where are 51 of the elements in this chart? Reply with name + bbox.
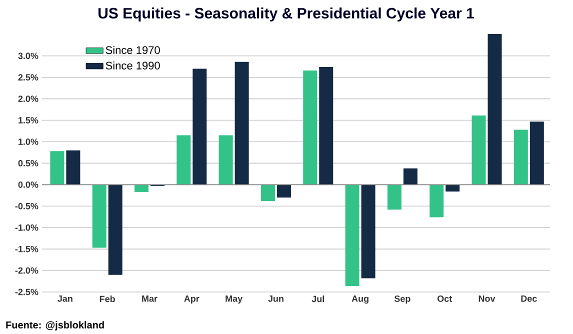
bar: [514, 130, 528, 185]
bar: [361, 184, 376, 278]
bar: [530, 122, 544, 185]
bar: [108, 184, 122, 275]
bar: [303, 70, 318, 185]
y-tick-label: -1.5%: [15, 246, 38, 252]
bar: [192, 68, 207, 185]
bar: [446, 184, 460, 192]
y-tick-label: 0.5%: [18, 160, 38, 166]
y-tick-label: 2.0%: [18, 96, 38, 102]
bar: [403, 168, 418, 185]
y-tick-label: 1.0%: [18, 138, 38, 145]
bar: [345, 184, 360, 286]
y-tick-label: -0.5%: [15, 202, 38, 210]
x-tick-label: May: [226, 296, 243, 304]
bar: [387, 184, 402, 210]
bar: [430, 184, 444, 218]
bar: [488, 34, 502, 185]
legend-label: Since 1970: [106, 46, 160, 54]
y-tick-label: 0.0%: [18, 181, 38, 188]
x-tick-label: Jan: [58, 296, 72, 302]
bar: [92, 184, 106, 248]
x-tick-label: Aug: [352, 296, 368, 304]
y-tick-label: -2.0%: [15, 267, 38, 274]
x-tick-label: Dec: [521, 296, 537, 302]
bar: [66, 150, 80, 185]
bar: [218, 135, 233, 185]
legend-label: Since 1990: [106, 61, 160, 70]
x-tick-label: Jun: [268, 296, 284, 302]
source-note: Fuente: @jsblokland: [6, 321, 104, 330]
bar: [260, 184, 275, 201]
chart-title: US Equities - Seasonality & Presidential Cycle Year 1: [98, 8, 474, 22]
x-tick-label: Apr: [184, 296, 200, 304]
x-tick-label: Oct: [437, 296, 452, 302]
x-tick-label: Sep: [394, 296, 410, 304]
y-tick-label: -1.0%: [15, 224, 38, 231]
x-tick-label: Jul: [312, 296, 324, 302]
x-tick-label: Mar: [142, 296, 158, 302]
y-tick-label: 2.5%: [18, 74, 38, 81]
y-tick-label: 1.5%: [18, 117, 38, 124]
x-tick-label: Nov: [478, 296, 496, 302]
bar: [319, 67, 334, 185]
y-tick-label: 3.0%: [18, 52, 38, 60]
bar: [276, 184, 291, 198]
bar: [472, 116, 486, 185]
bar: [176, 135, 191, 185]
bar: [134, 184, 149, 192]
bar: [234, 62, 249, 185]
y-tick-label: -2.5%: [15, 288, 38, 296]
bar: [50, 151, 64, 185]
x-tick-label: Feb: [100, 296, 115, 302]
